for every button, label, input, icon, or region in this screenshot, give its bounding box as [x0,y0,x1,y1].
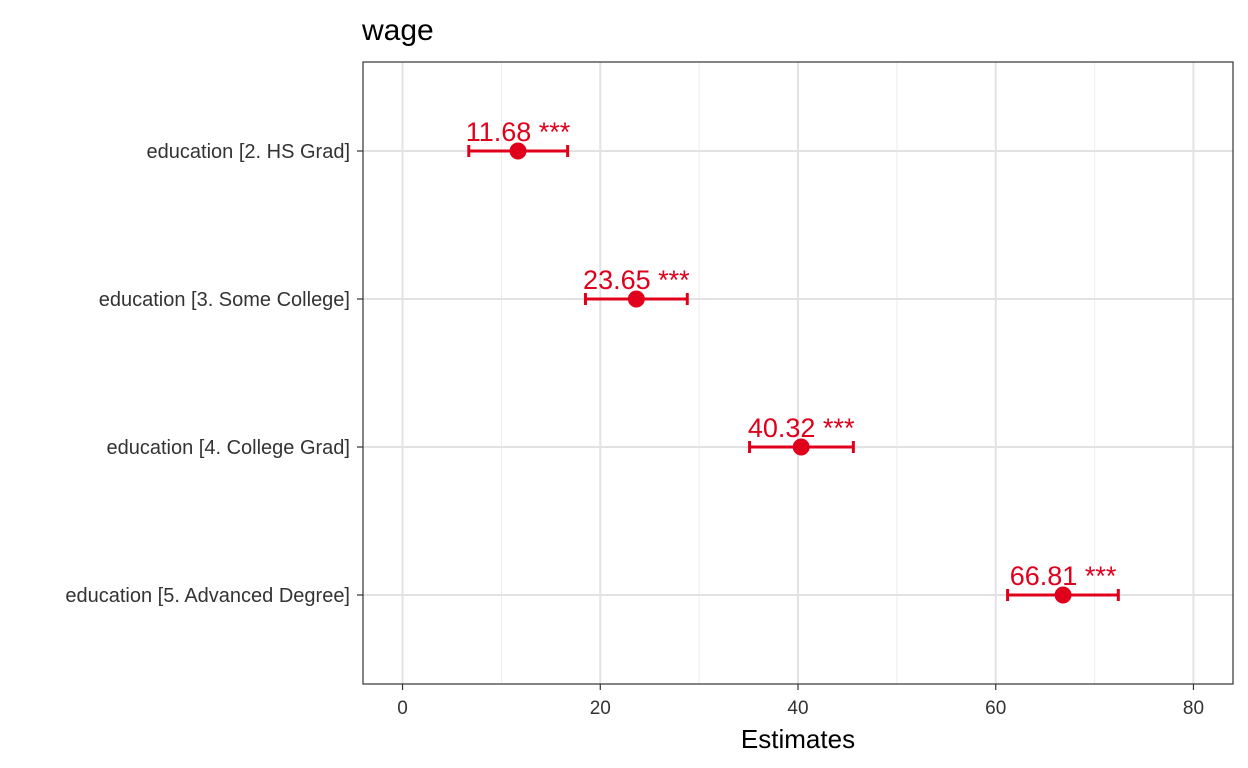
plot-border [362,61,1234,685]
y-axis: education [2. HS Grad] education [3. Some… [65,141,363,607]
x-tick-label: 40 [787,698,808,719]
y-tick-label: education [5. Advanced Degree] [65,585,350,607]
x-axis: 0 20 40 60 80 [397,684,1204,719]
y-tick-label: education [2. HS Grad] [147,141,350,163]
x-axis-title: Estimates [741,724,855,754]
estimate-point [1054,586,1072,604]
estimate-point [627,290,645,308]
data-label: 66.81 *** [1010,561,1117,591]
data-label: 23.65 *** [583,265,690,295]
x-tick-label: 20 [590,698,611,719]
estimate-point [792,438,810,456]
x-tick-label: 60 [985,698,1006,719]
x-tick-label: 0 [397,698,408,719]
x-tick-label: 80 [1183,698,1204,719]
y-tick-label: education [3. Some College] [99,289,350,311]
data-marks: 11.68 *** 23.65 *** 40.32 *** 66.81 *** [466,117,1120,604]
data-label: 11.68 *** [466,117,571,147]
y-tick-label: education [4. College Grad] [107,437,351,459]
chart-title: wage [361,14,434,47]
estimate-point [509,142,527,160]
grid-lines [363,62,1233,684]
data-label: 40.32 *** [748,413,855,443]
